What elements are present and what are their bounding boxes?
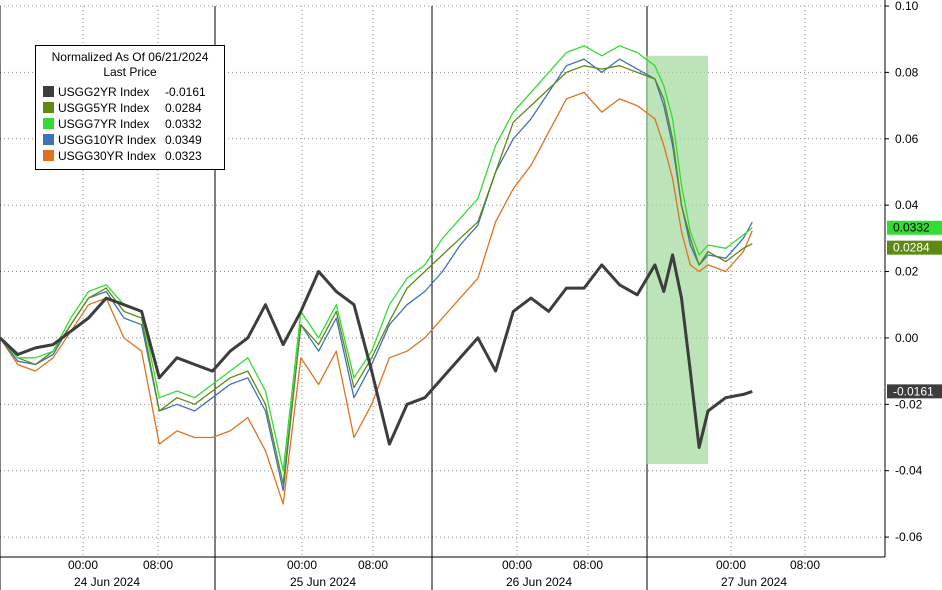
series-line-usgg2yr-index <box>0 253 753 449</box>
y-tick-label: -0.04 <box>895 464 923 478</box>
x-tick-label: 00:00 <box>68 558 98 572</box>
x-tick-label: 00:00 <box>502 558 532 572</box>
legend-subtitle: Last Price <box>103 65 157 79</box>
y-tick-label: -0.06 <box>895 530 923 544</box>
legend-swatch <box>43 134 54 145</box>
x-tick-label: 00:00 <box>287 558 317 572</box>
end-tag-label: 0.0284 <box>893 241 930 255</box>
x-tick-label: 08:00 <box>790 558 820 572</box>
end-tag-bg <box>887 220 942 235</box>
x-tick-label: 08:00 <box>573 558 603 572</box>
end-tag: 0.0332 <box>887 220 942 235</box>
x-day-label: 27 Jun 2024 <box>721 575 787 589</box>
legend-series-value: 0.0284 <box>165 101 202 115</box>
end-tag: -0.0161 <box>887 384 942 399</box>
legend-series-value: 0.0332 <box>165 117 202 131</box>
end-tag: 0.0284 <box>887 240 942 255</box>
legend-title: Normalized As Of 06/21/2024 <box>51 50 209 64</box>
y-tick-label: 0.00 <box>895 331 919 345</box>
y-tick-label: 0.04 <box>895 198 919 212</box>
legend-series-name: USGG10YR Index <box>58 133 157 147</box>
legend: Normalized As Of 06/21/2024 Last Price U… <box>35 45 225 170</box>
x-tick-label: 00:00 <box>716 558 746 572</box>
legend-swatch <box>43 150 54 161</box>
y-tick-label: 0.02 <box>895 265 919 279</box>
x-day-label: 26 Jun 2024 <box>506 575 572 589</box>
end-tag-bg <box>887 384 942 399</box>
legend-swatch <box>43 86 54 97</box>
legend-series-name: USGG30YR Index <box>58 149 157 163</box>
series-line-usgg30yr-index <box>0 91 753 505</box>
end-tag-bg <box>887 240 942 255</box>
end-tag-label: -0.0161 <box>893 384 934 398</box>
x-tick-label: 08:00 <box>143 558 173 572</box>
legend-series-name: USGG7YR Index <box>58 117 150 131</box>
x-tick-label: 08:00 <box>358 558 388 572</box>
end-tag-label: 0.0332 <box>893 221 930 235</box>
x-day-label: 24 Jun 2024 <box>74 575 140 589</box>
legend-series-name: USGG5YR Index <box>58 101 150 115</box>
legend-series-value: -0.0161 <box>165 85 206 99</box>
y-tick-label: 0.10 <box>895 0 919 13</box>
series-lines <box>0 45 753 505</box>
legend-series-value: 0.0323 <box>165 149 202 163</box>
series-line-usgg5yr-index <box>0 65 753 485</box>
y-tick-label: 0.06 <box>895 132 919 146</box>
highlight-band <box>646 55 708 465</box>
axes: 0.10 0.08 0.06 0.04 0.02 0.00 -0.02 -0.04 -0.06 0… <box>0 0 923 589</box>
legend-series-name: USGG2YR Index <box>58 85 150 99</box>
legend-series-value: 0.0349 <box>165 133 202 147</box>
legend-swatch <box>43 118 54 129</box>
highlight-band-layer <box>646 55 708 465</box>
series-line-usgg10yr-index <box>0 58 753 492</box>
legend-swatch <box>43 102 54 113</box>
y-tick-label: 0.08 <box>895 65 919 79</box>
y-tick-label: -0.02 <box>895 397 923 411</box>
end-value-tags: 0.0332 0.0284 -0.0161 <box>887 220 942 399</box>
x-day-label: 25 Jun 2024 <box>290 575 356 589</box>
